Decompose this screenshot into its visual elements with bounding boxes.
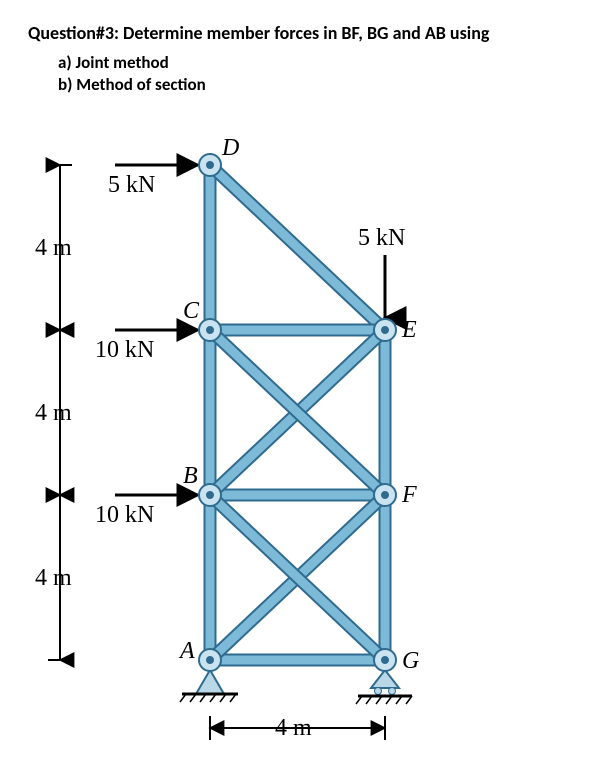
dim-h-label: 4 m [275, 715, 312, 742]
node-D-label: D [222, 135, 239, 162]
truss-diagram: 4 m 4 m 4 m 4 m 5 kN 10 kN 10 kN 5 kN D … [0, 100, 592, 760]
option-a: a) Joint method [58, 52, 169, 73]
dim-v3-label: 4 m [35, 565, 72, 592]
load-D-label: 5 kN [108, 172, 155, 199]
node-G-label: G [402, 648, 419, 675]
node-A-label: A [180, 638, 195, 665]
load-B-label: 10 kN [95, 502, 154, 529]
option-b: b) Method of section [58, 74, 206, 95]
dim-v2-label: 4 m [35, 400, 72, 427]
roller-support-icon [356, 670, 412, 704]
load-E-label: 5 kN [358, 225, 405, 252]
node-E-label: E [402, 317, 417, 344]
pin-support-icon [180, 670, 238, 702]
load-C-label: 10 kN [95, 337, 154, 364]
dim-v1-label: 4 m [35, 235, 72, 262]
node-C-label: C [183, 298, 199, 325]
node-B-label: B [183, 463, 198, 490]
question-title: Question#3: Determine member forces in B… [28, 22, 489, 44]
node-F-label: F [402, 482, 417, 509]
